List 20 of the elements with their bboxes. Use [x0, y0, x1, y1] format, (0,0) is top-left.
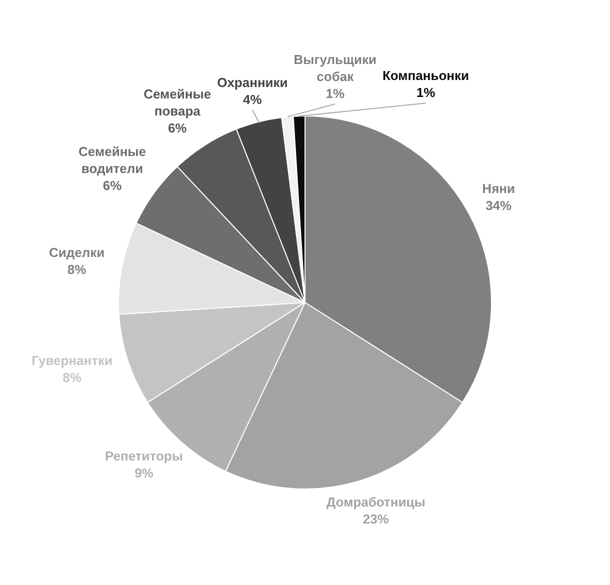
slice-label: Семейные повара	[144, 86, 212, 118]
slice-label: Выгульщики собак	[294, 52, 376, 84]
data-label: 8%	[62, 370, 82, 385]
data-label: 9%	[134, 466, 154, 481]
data-label: 1%	[416, 85, 436, 100]
data-label: 34%	[486, 198, 512, 213]
slice-label: Семейные водители	[78, 144, 146, 176]
slice-label: Сиделки	[48, 244, 105, 260]
data-label: 6%	[102, 178, 122, 194]
data-label: 6%	[168, 120, 188, 136]
slice-label: Охранники	[217, 74, 288, 90]
data-label: 8%	[67, 262, 87, 277]
slice-label: Компаньонки	[382, 68, 470, 84]
slice-label: Няни	[482, 180, 515, 196]
data-label: 23%	[362, 511, 390, 526]
slice-label: Гувернантки	[32, 352, 112, 368]
slice-label: Домработницы	[326, 494, 426, 510]
data-label: 1%	[326, 86, 345, 102]
data-label: 4%	[243, 92, 262, 107]
slice-label: Репетиторы	[104, 448, 183, 464]
